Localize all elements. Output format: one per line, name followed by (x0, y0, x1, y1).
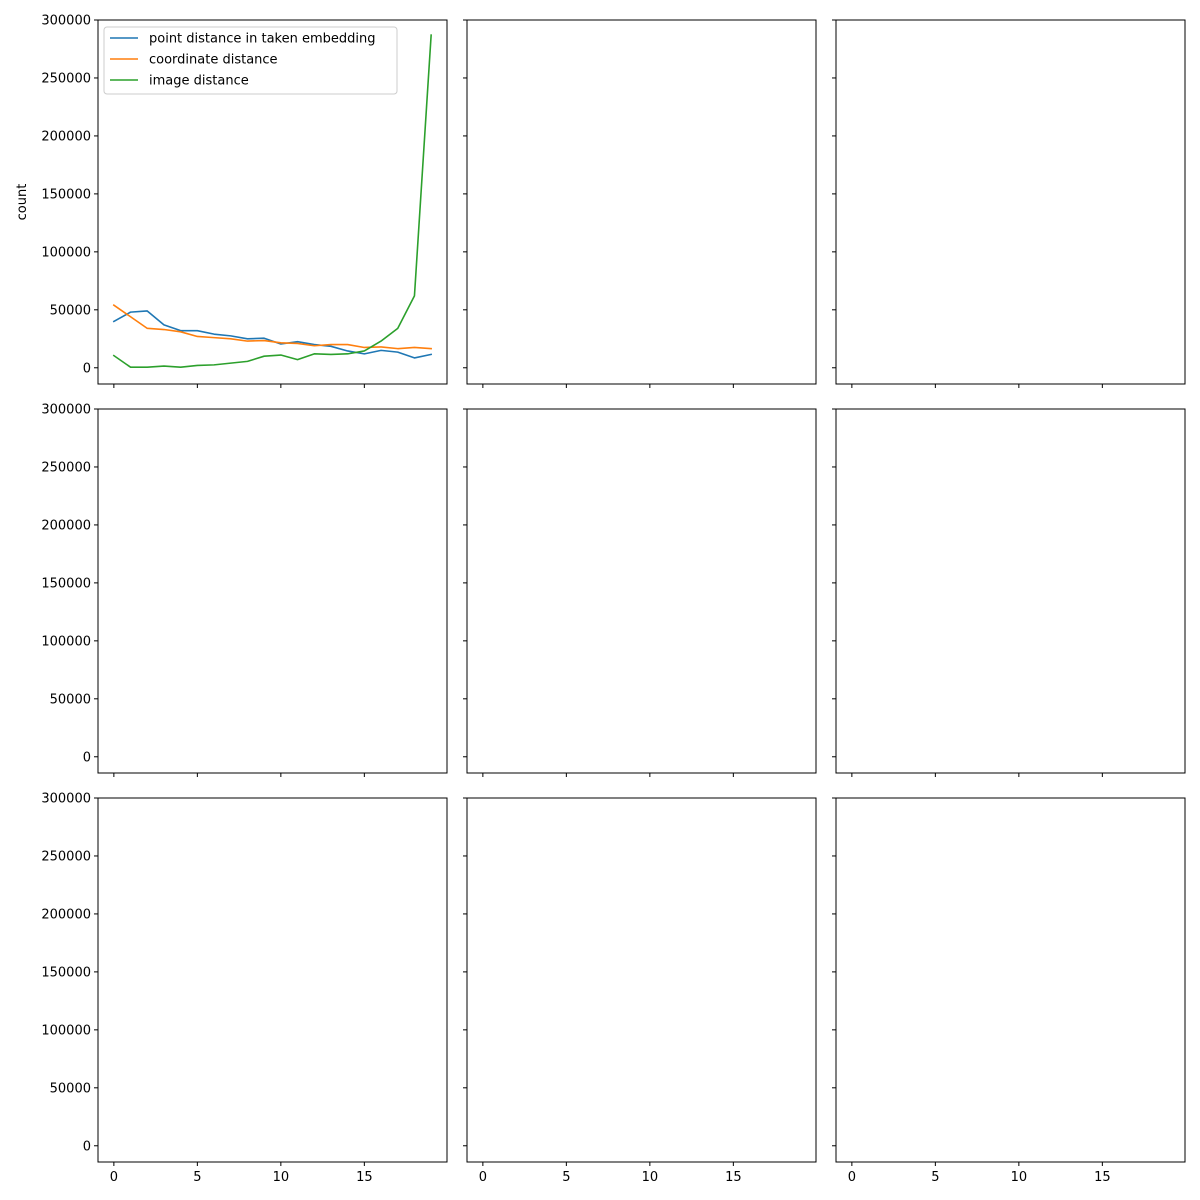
subplot-7: 0 50000 100000 150000 200000 250000 300000 0 5 10… (41, 792, 448, 1185)
axes-frame (97, 797, 448, 1163)
axes-frame (835, 797, 1186, 1163)
x-tick-label: 15 (1094, 1170, 1111, 1185)
legend-box (103, 26, 398, 95)
y-tick-label: 200000 (41, 907, 91, 922)
y-tick-label: 100000 (41, 1023, 91, 1038)
y-tick-label: 300000 (41, 14, 91, 29)
x-tick-label: 10 (273, 1170, 290, 1185)
y-tick-label: 50000 (50, 692, 91, 707)
subplot-5 (463, 408, 817, 777)
y-tick-label: 150000 (41, 576, 91, 591)
y-tick-label: 300000 (41, 792, 91, 807)
y-tick-label: 0 (83, 750, 91, 765)
axes-frame (97, 19, 448, 385)
subplot-9: 0 5 10 15 (832, 797, 1186, 1185)
axes-frame (466, 797, 817, 1163)
x-tick-label: 5 (193, 1170, 201, 1185)
y-tick-label: 0 (83, 361, 91, 376)
x-tick-label: 0 (479, 1170, 487, 1185)
subplot-4: 0 50000 100000 150000 200000 250000 300000 (41, 403, 448, 777)
y-tick-label: 200000 (41, 518, 91, 533)
subplot-2 (463, 19, 817, 388)
y-tick-label: 250000 (41, 849, 91, 864)
x-tick-label: 15 (356, 1170, 373, 1185)
x-tick-label: 10 (1011, 1170, 1028, 1185)
legend-label: point distance in taken embedding (149, 32, 376, 47)
y-tick-label: 300000 (41, 403, 91, 418)
y-tick-label: 150000 (41, 965, 91, 980)
legend-label: image distance (149, 74, 249, 89)
axes-frame (466, 408, 817, 774)
subplot-6 (832, 408, 1186, 777)
x-tick-label: 10 (642, 1170, 659, 1185)
axes-frame (835, 408, 1186, 774)
y-tick-label: 50000 (50, 1081, 91, 1096)
subplot-3 (832, 19, 1186, 388)
x-tick-label: 5 (562, 1170, 570, 1185)
legend-label: coordinate distance (149, 53, 278, 68)
subplot-1: 0 50000 100000 150000 200000 250000 300000 coun… (15, 14, 448, 388)
series-line-1 (112, 310, 433, 359)
x-tick-label: 5 (931, 1170, 939, 1185)
x-tick-label: 0 (848, 1170, 856, 1185)
axes-frame (466, 19, 817, 385)
y-tick-label: 50000 (50, 303, 91, 318)
x-tick-label: 0 (110, 1170, 118, 1185)
subplot-8: 0 5 10 15 (463, 797, 817, 1185)
y-tick-label: 250000 (41, 71, 91, 86)
x-tick-label: 15 (725, 1170, 742, 1185)
series-line-3 (112, 34, 432, 368)
y-tick-label: 250000 (41, 460, 91, 475)
axes-frame (97, 408, 448, 774)
y-tick-label: 0 (83, 1139, 91, 1154)
series-line-2 (112, 304, 432, 350)
y-tick-label: 100000 (41, 245, 91, 260)
y-tick-label: 150000 (41, 187, 91, 202)
y-tick-label: 200000 (41, 129, 91, 144)
y-tick-label: 100000 (41, 634, 91, 649)
axes-frame (835, 19, 1186, 385)
y-axis-title: count (15, 184, 30, 221)
legend: point distance in taken embedding coordin… (103, 26, 398, 95)
